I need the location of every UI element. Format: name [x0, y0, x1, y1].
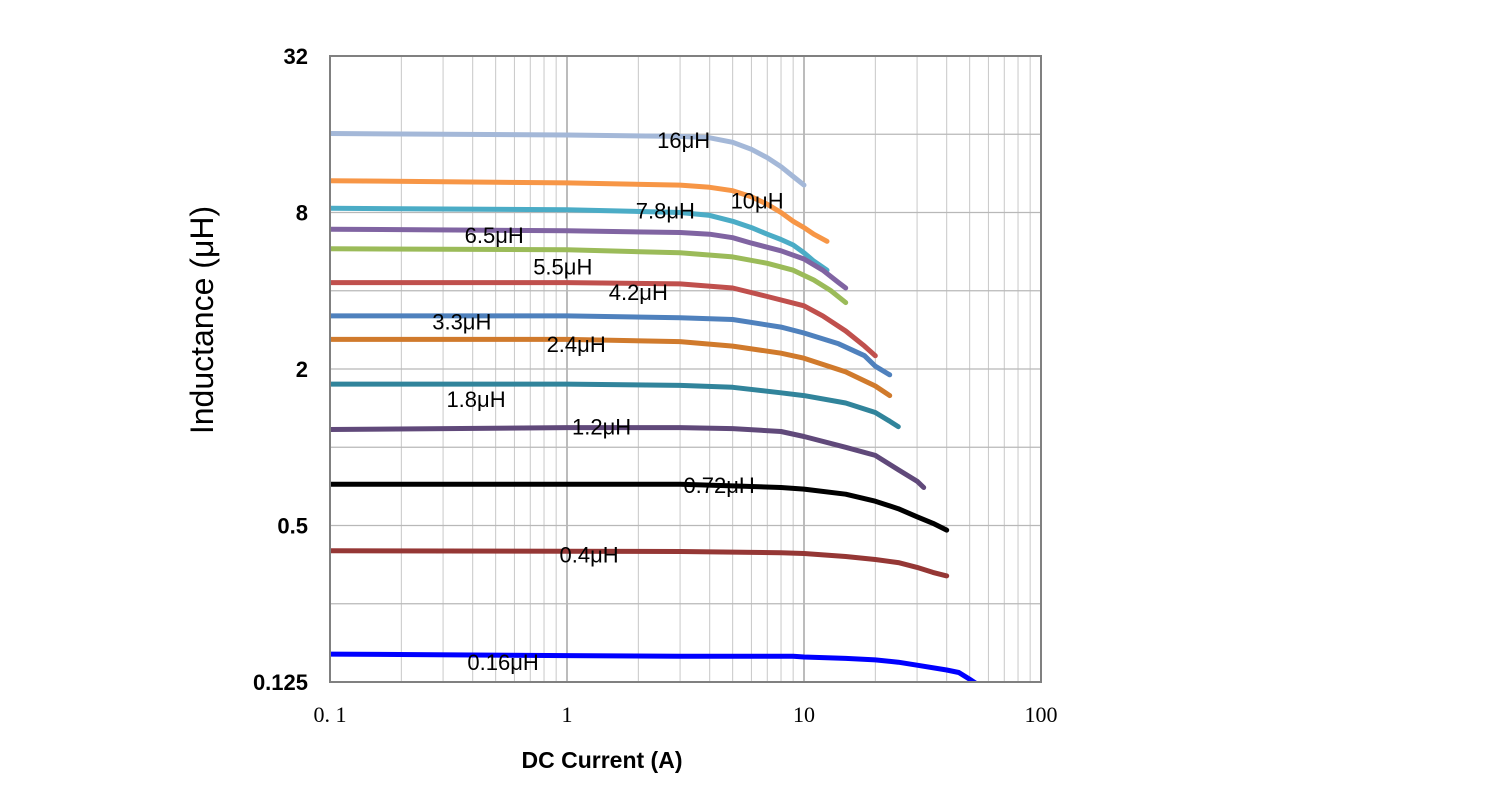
series-labels: 16μH 10μH 7.8μH 6.5μH 5.5μH 4.2μH 3.3μH 2.4μH 1.…: [432, 128, 783, 675]
series-label-7: 2.4μH: [547, 332, 606, 357]
y-tick-label: 2: [296, 357, 308, 382]
y-tick-label: 0.5: [277, 514, 308, 539]
series-label-12: 0.16μH: [467, 650, 538, 675]
series-label-9: 1.2μH: [572, 415, 631, 440]
series-line-3: [330, 226, 849, 291]
grid-lines: [330, 56, 1041, 682]
y-tick-labels: 0.125 0.5 2 8 32: [253, 44, 308, 695]
y-tick-label: 8: [296, 201, 308, 226]
series-line-9: [330, 425, 927, 490]
series-line-4: [330, 246, 849, 306]
series-label-0: 16μH: [657, 128, 710, 153]
y-tick-label: 32: [284, 44, 308, 69]
series-line-5: [330, 280, 878, 359]
x-tick-labels: 0. 1 1 10 100: [314, 702, 1058, 727]
series-label-3: 6.5μH: [465, 223, 524, 248]
series-label-10: 0.72μH: [683, 473, 754, 498]
plot-frame: [329, 55, 1042, 683]
y-axis-label: Inductance (μH): [184, 206, 220, 434]
series-line-1: [330, 178, 830, 244]
x-axis-label: DC Current (A): [522, 747, 683, 773]
series-label-6: 3.3μH: [432, 309, 491, 334]
y-tick-label: 0.125: [253, 670, 308, 695]
series-label-11: 0.4μH: [560, 543, 619, 568]
series-line-7: [330, 336, 893, 399]
series-label-5: 4.2μH: [609, 280, 668, 305]
series-label-4: 5.5μH: [533, 255, 592, 280]
series-group: [330, 131, 979, 682]
series-label-1: 10μH: [731, 188, 784, 213]
series-line-0: [330, 131, 807, 188]
series-line-10: [330, 481, 950, 533]
series-label-2: 7.8μH: [636, 198, 695, 223]
x-tick-label: 1: [562, 702, 573, 727]
series-line-2: [330, 205, 830, 273]
x-tick-label: 0. 1: [314, 702, 347, 727]
series-line-8: [330, 381, 901, 430]
x-tick-label: 10: [793, 702, 815, 727]
series-label-8: 1.8μH: [446, 387, 505, 412]
series-line-11: [330, 548, 950, 579]
series-line-6: [330, 313, 893, 378]
series-line-12: [330, 651, 979, 682]
x-tick-label: 100: [1025, 702, 1058, 727]
